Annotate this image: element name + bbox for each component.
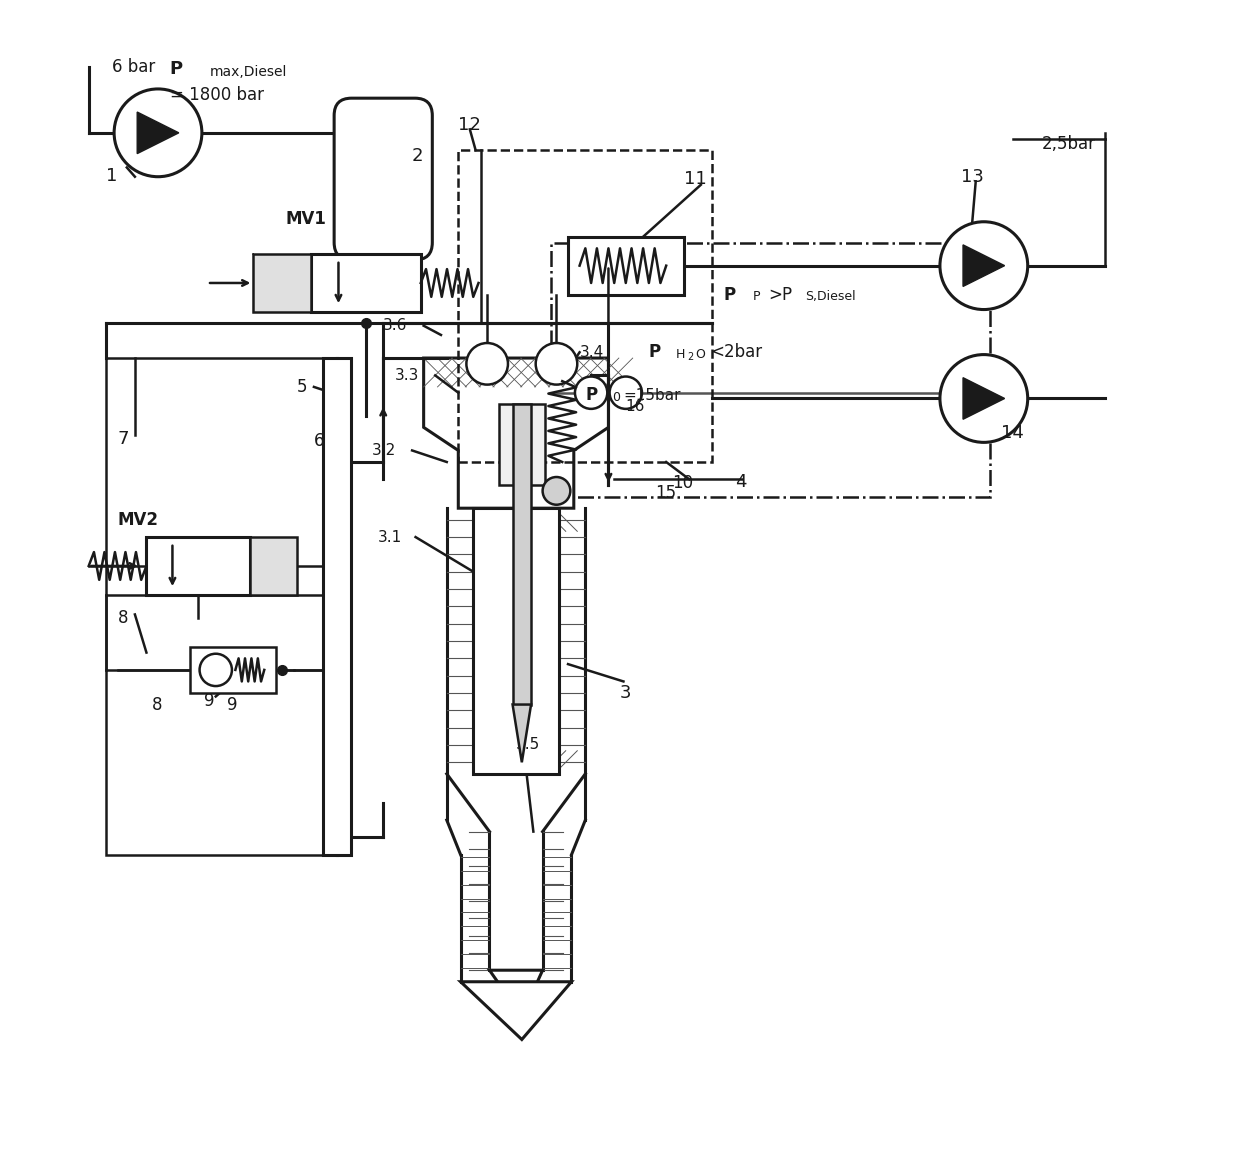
Text: 2: 2 [687,352,693,362]
Text: >P: >P [768,285,792,304]
Text: 14: 14 [1001,424,1024,442]
Bar [551,243,990,497]
Circle shape [114,89,202,177]
Text: 9: 9 [205,692,215,710]
Circle shape [200,654,232,686]
Circle shape [536,343,578,385]
Polygon shape [460,982,572,1040]
Text: 6: 6 [314,432,325,450]
Text: 3.1: 3.1 [377,530,402,544]
Text: 2,5bar: 2,5bar [1042,135,1096,154]
Text: P: P [724,285,737,304]
Text: 10: 10 [672,474,693,492]
Text: 3.3: 3.3 [394,368,419,382]
Text: <2bar: <2bar [711,343,763,362]
Bar [146,537,250,595]
Bar [311,254,420,312]
Bar [512,404,531,705]
Polygon shape [963,378,1004,419]
Text: MV2: MV2 [118,511,159,529]
Text: 12: 12 [459,116,481,134]
Text: 8: 8 [118,609,128,627]
Text: P: P [585,386,598,404]
Text: 11: 11 [683,170,707,188]
Text: 1: 1 [107,166,118,185]
Bar [459,150,713,462]
Text: 8: 8 [153,695,162,714]
Text: 3.2: 3.2 [372,444,396,457]
Text: P: P [649,343,661,362]
Text: 4: 4 [735,472,746,491]
Text: 16: 16 [626,400,645,413]
Text: S,Diesel: S,Diesel [805,290,856,304]
Circle shape [575,377,608,409]
Bar [498,404,544,485]
Polygon shape [424,358,609,508]
Text: P: P [170,60,182,79]
Bar [568,237,683,295]
Bar [107,358,348,855]
Bar [474,508,559,774]
Bar [250,537,296,595]
Circle shape [610,377,642,409]
FancyBboxPatch shape [334,98,433,260]
Bar [324,358,351,855]
Bar [190,647,277,693]
Text: max,Diesel: max,Diesel [210,65,288,79]
Text: 13: 13 [961,167,983,186]
Polygon shape [512,705,531,762]
Circle shape [543,477,570,505]
Text: 3: 3 [620,684,631,702]
Text: 0: 0 [611,390,620,404]
Text: 5: 5 [296,378,308,396]
Bar [253,254,311,312]
Text: H: H [676,348,684,362]
Text: 7: 7 [118,430,129,448]
Text: P: P [753,290,760,304]
Text: MV1: MV1 [285,210,326,229]
Text: 3.6: 3.6 [383,319,408,333]
Circle shape [466,343,508,385]
Circle shape [940,222,1028,310]
Text: =15bar: =15bar [624,388,681,402]
Polygon shape [138,112,179,154]
Circle shape [940,355,1028,442]
Text: 3.5: 3.5 [516,738,541,752]
Text: 9: 9 [227,695,238,714]
Text: 6 bar: 6 bar [112,58,155,76]
Text: 15: 15 [655,484,676,502]
Text: O: O [696,348,706,362]
Polygon shape [963,245,1004,286]
Text: 3.4: 3.4 [579,345,604,359]
Polygon shape [490,970,543,1016]
Text: 2: 2 [412,147,424,165]
Text: = 1800 bar: = 1800 bar [170,85,264,104]
